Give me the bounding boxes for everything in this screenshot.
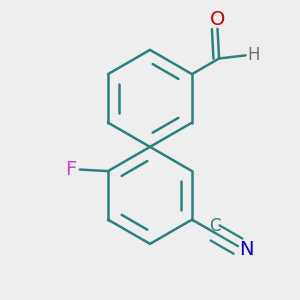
Text: O: O — [210, 10, 225, 29]
Text: N: N — [240, 241, 254, 260]
Text: H: H — [247, 46, 260, 64]
Text: F: F — [65, 160, 76, 179]
Text: C: C — [209, 217, 221, 235]
